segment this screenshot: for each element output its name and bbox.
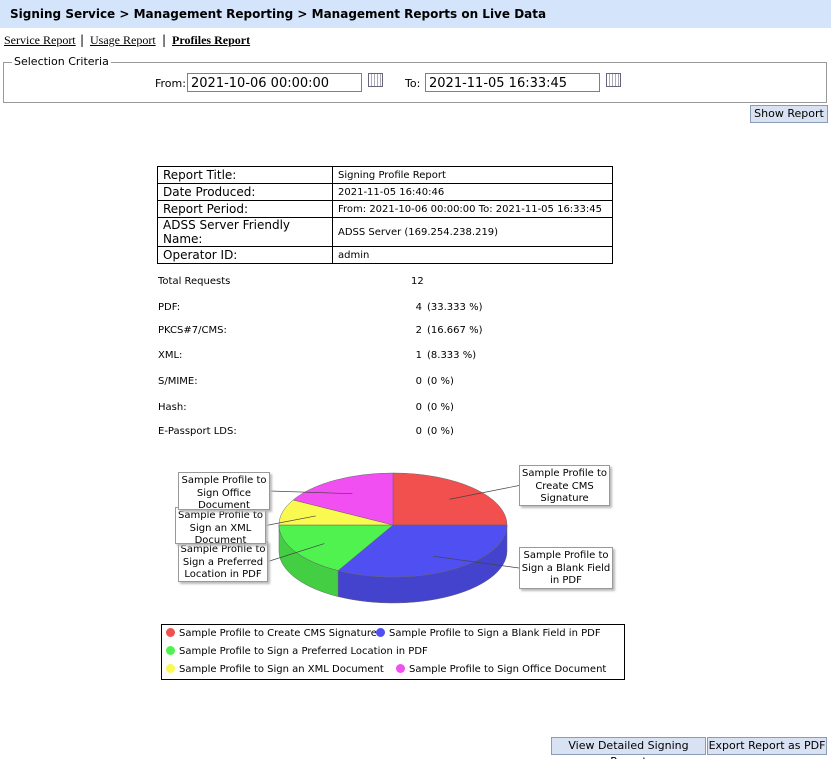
stat-count: 0 [415, 402, 422, 413]
to-label: To: [405, 77, 421, 90]
callout: Sample Profile to Sign a Preferred Locat… [178, 541, 268, 582]
stat-count: 4 [415, 302, 422, 313]
info-key: Report Period: [157, 200, 333, 218]
pie-slice [292, 472, 394, 526]
stat-percent: (33.333 %) [427, 302, 483, 313]
legend-label: Sample Profile to Sign an XML Document [179, 664, 384, 675]
stat-count: 0 [415, 426, 422, 437]
tab-active[interactable]: Profiles Report [172, 33, 251, 47]
criteria-box [3, 62, 827, 103]
stat-count: 2 [415, 325, 422, 336]
stat-value: 12 [411, 276, 424, 287]
stat-label: E-Passport LDS: [158, 426, 237, 437]
callout-line [269, 490, 353, 495]
to-input[interactable]: 2021-11-05 16:33:45 [425, 73, 600, 92]
info-key: Date Produced: [157, 183, 333, 201]
callout: Sample Profile to Sign a Blank Field in … [519, 547, 613, 589]
from-label: From: [155, 77, 186, 90]
breadcrumb: Signing Service > Management Reporting >… [0, 0, 831, 28]
legend: Sample Profile to Create CMS Signature Sa… [161, 624, 625, 680]
stat-percent: (0 %) [427, 426, 454, 437]
stat-label: Total Requests [158, 276, 231, 287]
stat-label: Hash: [158, 402, 187, 413]
separator: | [162, 33, 167, 47]
callout: Sample Profile to Sign an XML Document [175, 507, 266, 544]
legend-label: Sample Profile to Sign a Blank Field in … [389, 628, 601, 639]
info-row: Date Produced: 2021-11-05 16:40:46 [157, 183, 613, 201]
info-row: Report Period: From: 2021-10-06 00:00:00 … [157, 200, 613, 218]
stat-percent: (0 %) [427, 402, 454, 413]
callout-line [265, 515, 316, 526]
info-row: ADSS Server Friendly Name: ADSS Server (1… [157, 217, 613, 247]
legend-swatch [166, 664, 175, 673]
info-value: ADSS Server (169.254.238.219) [332, 217, 613, 247]
export-pdf-button[interactable]: Export Report as PDF [707, 737, 827, 755]
separator: | [80, 33, 85, 47]
legend-item: Sample Profile to Create CMS Signature [166, 628, 377, 639]
info-value: admin [332, 246, 613, 264]
info-table: Report Title: Signing Profile Report Date … [157, 166, 613, 264]
legend-item: Sample Profile to Sign a Preferred Locat… [166, 646, 428, 657]
stat-label: S/MIME: [158, 376, 198, 387]
legend-label: Sample Profile to Create CMS Signature [179, 628, 377, 639]
callout-line [433, 555, 520, 569]
callout: Sample Profile to Sign Office Document [178, 472, 270, 510]
stat-label: PKCS#7/CMS: [158, 325, 227, 336]
tab[interactable]: Usage Report [90, 33, 156, 47]
legend-label: Sample Profile to Sign a Preferred Locat… [179, 646, 428, 657]
stat-percent: (16.667 %) [427, 325, 483, 336]
from-input[interactable]: 2021-10-06 00:00:00 [187, 73, 362, 92]
legend-swatch [166, 628, 175, 637]
legend-swatch [396, 664, 405, 673]
criteria-legend: Selection Criteria [12, 55, 111, 68]
info-row: Operator ID: admin [157, 246, 613, 264]
stat-percent: (0 %) [427, 376, 454, 387]
callout-line [267, 543, 325, 562]
show-report-button[interactable]: Show Report [750, 105, 828, 123]
tab[interactable]: Service Report [4, 33, 76, 47]
stat-count: 1 [415, 350, 422, 361]
legend-item: Sample Profile to Sign a Blank Field in … [376, 628, 601, 639]
info-key: Operator ID: [157, 246, 333, 264]
pie-slice [337, 524, 508, 578]
legend-swatch [376, 628, 385, 637]
info-key: Report Title: [157, 166, 333, 184]
pie-slice [278, 524, 394, 571]
legend-item: Sample Profile to Sign an XML Document [166, 664, 384, 675]
stat-percent: (8.333 %) [427, 350, 477, 361]
calendar-icon[interactable] [606, 73, 621, 87]
callout-line [449, 485, 520, 500]
stat-label: PDF: [158, 302, 181, 313]
info-row: Report Title: Signing Profile Report [157, 166, 613, 184]
stat-count: 0 [415, 376, 422, 387]
legend-swatch [166, 646, 175, 655]
detailed-report-button[interactable]: View Detailed Signing Report [551, 737, 706, 759]
legend-label: Sample Profile to Sign Office Document [409, 664, 607, 675]
calendar-icon[interactable] [368, 73, 383, 87]
legend-item: Sample Profile to Sign Office Document [396, 664, 606, 675]
stat-label: XML: [158, 350, 183, 361]
callout: Sample Profile to Create CMS Signature [519, 465, 610, 506]
